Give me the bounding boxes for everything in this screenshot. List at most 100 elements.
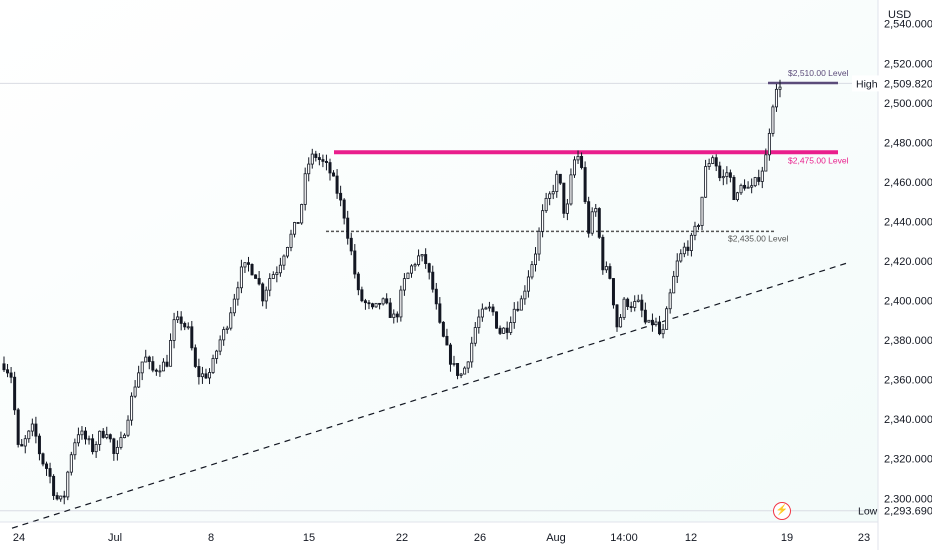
candle	[197, 358, 201, 385]
candle-body-up	[59, 495, 63, 500]
candle-body-up	[466, 361, 470, 369]
candle	[328, 158, 332, 181]
candle	[229, 307, 233, 331]
candle	[126, 415, 130, 438]
candle-body-down	[193, 347, 197, 367]
candle	[441, 321, 445, 338]
candle	[711, 155, 715, 165]
candle	[20, 438, 24, 447]
candle-body-down	[424, 254, 428, 265]
candle-body-up	[239, 266, 243, 289]
candle-body-down	[261, 283, 265, 302]
level-label-2475: $2,475.00 Level	[788, 155, 849, 165]
candle-body-down	[91, 438, 95, 453]
candle-body-up	[459, 373, 463, 376]
candle-body-down	[332, 172, 336, 177]
price-tick-label: 2,540.000	[884, 19, 932, 31]
candlesticks	[2, 79, 782, 505]
candle	[317, 153, 321, 166]
candle-body-down	[101, 430, 105, 438]
candle-body-up	[307, 163, 311, 175]
candle-body-up	[760, 170, 764, 182]
candle	[83, 427, 87, 445]
candle-body-down	[732, 176, 736, 201]
candle-body-up	[565, 203, 569, 214]
candle	[760, 166, 764, 189]
candle	[697, 223, 701, 230]
candle	[246, 256, 250, 272]
candle	[721, 169, 725, 186]
candle	[179, 311, 183, 331]
candle	[52, 474, 56, 500]
candle	[643, 302, 647, 325]
candle	[633, 295, 637, 312]
candle-body-down	[583, 167, 587, 203]
candle	[668, 288, 672, 314]
candle-body-up	[303, 173, 307, 205]
candle	[409, 264, 413, 278]
candle-body-up	[133, 386, 137, 397]
time-tick-label: 19	[781, 532, 793, 544]
candle-body-up	[282, 255, 286, 266]
candle	[576, 150, 580, 164]
time-axis[interactable]: 24 Jul 8 15 22 26 Aug 14:00 12 19 23	[0, 521, 878, 544]
candle-body-up	[735, 192, 739, 201]
candle	[519, 295, 523, 311]
candle	[487, 301, 491, 312]
time-tick-label: Aug	[546, 532, 566, 544]
candle-body-up	[711, 157, 715, 164]
candle-body-up	[289, 233, 293, 248]
candle-body-down	[342, 199, 346, 219]
candle-body-up	[222, 329, 226, 341]
candle-body-down	[13, 376, 17, 411]
candle-body-down	[640, 299, 644, 311]
candle	[661, 323, 665, 339]
candle-body-down	[154, 369, 158, 372]
candle-body-up	[679, 253, 683, 262]
candle	[693, 221, 697, 241]
candle	[402, 273, 406, 296]
candle	[176, 310, 180, 323]
candle-body-up	[402, 278, 406, 291]
candle-body-down	[441, 321, 445, 337]
price-tick-label: 2,480.000	[884, 137, 932, 149]
currency-label: USD	[888, 9, 911, 21]
candle	[477, 309, 481, 334]
candle	[285, 246, 289, 259]
candle-body-up	[115, 446, 119, 454]
candle	[735, 191, 739, 202]
candle	[590, 207, 594, 236]
candle-body-up	[668, 292, 672, 310]
candle	[473, 322, 477, 347]
time-tick-label: 24	[13, 532, 25, 544]
candle-body-up	[463, 367, 467, 375]
candle-body-up	[604, 266, 608, 271]
high-value-bg	[879, 75, 932, 92]
candle-body-down	[597, 208, 601, 238]
candle-body-up	[300, 204, 304, 224]
candle	[349, 232, 353, 256]
candle	[45, 461, 49, 476]
candle-body-up	[771, 106, 775, 134]
candle	[6, 363, 10, 378]
candle-body-down	[83, 430, 87, 440]
candle	[774, 83, 778, 112]
candle	[746, 181, 750, 189]
lightning-bolt-icon[interactable]: ⚡	[773, 502, 791, 520]
candle-body-up	[622, 298, 626, 319]
candle-body-up	[480, 308, 484, 318]
candle-body-up	[122, 434, 126, 439]
candle-body-down	[254, 274, 258, 279]
candle	[342, 198, 346, 225]
candle-body-up	[144, 356, 148, 363]
candle	[707, 158, 711, 170]
candle	[753, 176, 757, 188]
candle	[431, 265, 435, 293]
price-tick-label: 2,420.000	[884, 256, 932, 268]
candle-body-up	[700, 196, 704, 226]
high-marker-label: High	[856, 78, 878, 90]
candle-body-up	[271, 274, 275, 279]
